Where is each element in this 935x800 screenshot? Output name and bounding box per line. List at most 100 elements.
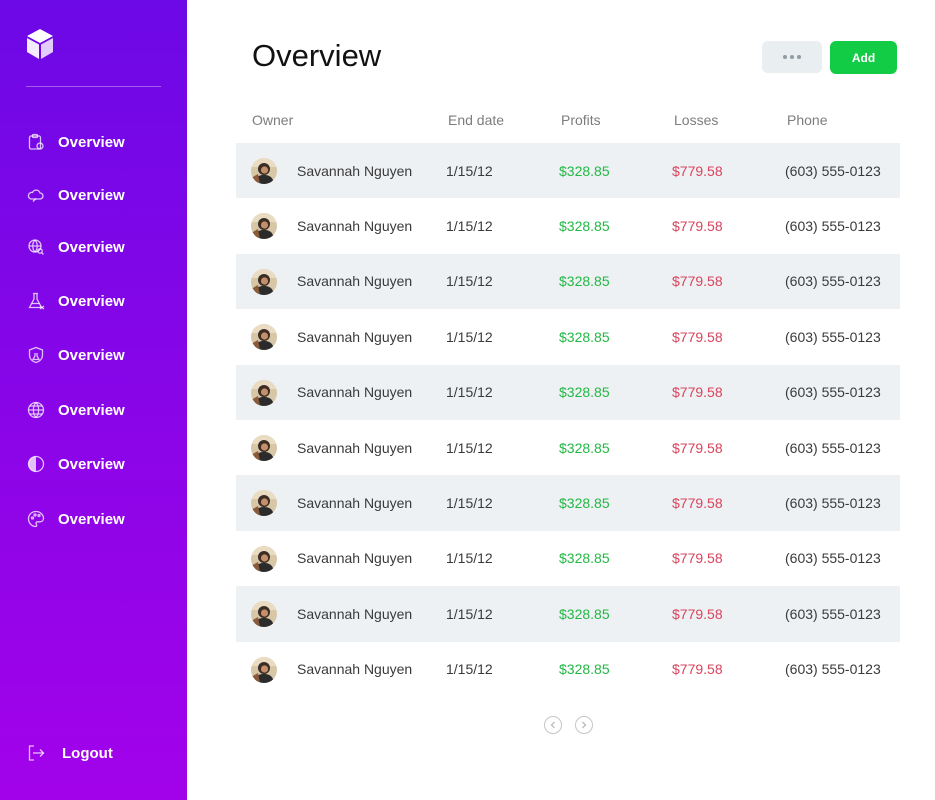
sidebar-item-label: Overview: [58, 292, 125, 310]
owner-name: Savannah Nguyen: [297, 661, 413, 678]
owner-name: Savannah Nguyen: [297, 328, 413, 345]
profit-value: $328.85: [559, 495, 610, 512]
sidebar-item-overview-2[interactable]: Overview: [26, 183, 125, 207]
owner-name: Savannah Nguyen: [297, 605, 413, 622]
sidebar-item-label: Overview: [58, 346, 125, 364]
profit-value: $328.85: [559, 218, 610, 235]
end-date: 1/15/12: [446, 550, 493, 567]
end-date: 1/15/12: [446, 328, 493, 345]
loss-value: $779.58: [672, 328, 723, 345]
cloud-icon: [26, 185, 46, 205]
table-row[interactable]: Savannah Nguyen 1/15/12 $328.85 $779.58 (603…: [236, 198, 900, 253]
avatar: [251, 601, 277, 628]
loss-value: $779.58: [672, 495, 723, 512]
clipboard-icon: [26, 132, 46, 152]
end-date: 1/15/12: [446, 162, 493, 179]
logout-button[interactable]: Logout: [26, 741, 113, 765]
shield-flask-icon: [26, 345, 46, 365]
sidebar-item-overview-3[interactable]: Overview: [26, 235, 125, 259]
sidebar-item-label: Overview: [58, 186, 125, 204]
page-title: Overview: [252, 38, 382, 73]
avatar: [251, 213, 277, 240]
sidebar-item-label: Overview: [58, 510, 125, 528]
chevron-left-icon[interactable]: [544, 716, 562, 734]
avatar: [251, 379, 277, 406]
profit-value: $328.85: [559, 273, 610, 290]
column-header-phone[interactable]: Phone: [787, 112, 828, 128]
profit-value: $328.85: [559, 162, 610, 179]
table-header: Owner End date Profits Losses Phone: [236, 110, 900, 132]
flask-icon: [26, 291, 46, 311]
column-header-losses[interactable]: Losses: [674, 112, 719, 128]
table-row[interactable]: Savannah Nguyen 1/15/12 $328.85 $779.58 (603…: [236, 475, 900, 531]
profit-value: $328.85: [559, 384, 610, 401]
phone-number: (603) 555-0123: [785, 605, 881, 622]
loss-value: $779.58: [672, 384, 723, 401]
end-date: 1/15/12: [446, 273, 493, 290]
profit-value: $328.85: [559, 661, 610, 678]
phone-number: (603) 555-0123: [785, 439, 881, 456]
end-date: 1/15/12: [446, 605, 493, 622]
loss-value: $779.58: [672, 439, 723, 456]
table-row[interactable]: Savannah Nguyen 1/15/12 $328.85 $779.58 (603…: [236, 420, 900, 475]
owner-name: Savannah Nguyen: [297, 218, 413, 235]
owner-name: Savannah Nguyen: [297, 384, 413, 401]
owner-name: Savannah Nguyen: [297, 273, 413, 290]
logout-label: Logout: [62, 744, 113, 762]
sidebar-item-label: Overview: [58, 133, 125, 151]
phone-number: (603) 555-0123: [785, 661, 881, 678]
table-row[interactable]: Savannah Nguyen 1/15/12 $328.85 $779.58 (603…: [236, 309, 900, 364]
add-button[interactable]: Add: [830, 41, 897, 74]
more-options-button[interactable]: [762, 41, 822, 73]
palette-icon: [26, 509, 46, 529]
owner-name: Savannah Nguyen: [297, 550, 413, 567]
sidebar-item-overview-1[interactable]: Overview: [26, 130, 125, 154]
globe-icon: [26, 400, 46, 420]
avatar: [251, 490, 277, 517]
table-row[interactable]: Savannah Nguyen 1/15/12 $328.85 $779.58 (603…: [236, 531, 900, 586]
sidebar: Overview Overview Overview Overview Over…: [0, 0, 187, 800]
loss-value: $779.58: [672, 273, 723, 290]
avatar: [251, 324, 277, 351]
loss-value: $779.58: [672, 661, 723, 678]
avatar: [251, 545, 277, 572]
sidebar-item-overview-4[interactable]: Overview: [26, 289, 125, 313]
end-date: 1/15/12: [446, 218, 493, 235]
owner-name: Savannah Nguyen: [297, 162, 413, 179]
sidebar-item-label: Overview: [58, 455, 125, 473]
column-header-profits[interactable]: Profits: [561, 112, 601, 128]
loss-value: $779.58: [672, 218, 723, 235]
table-row[interactable]: Savannah Nguyen 1/15/12 $328.85 $779.58 (603…: [236, 364, 900, 420]
profit-value: $328.85: [559, 605, 610, 622]
sidebar-item-overview-8[interactable]: Overview: [26, 507, 125, 531]
owner-name: Savannah Nguyen: [297, 495, 413, 512]
column-header-owner[interactable]: Owner: [252, 112, 294, 128]
chevron-right-icon[interactable]: [575, 716, 593, 734]
column-header-end-date[interactable]: End date: [448, 112, 505, 128]
globe-search-icon: [26, 237, 46, 257]
cube-icon[interactable]: [26, 28, 54, 60]
profit-value: $328.85: [559, 328, 610, 345]
table-row[interactable]: Savannah Nguyen 1/15/12 $328.85 $779.58 (603…: [236, 586, 900, 642]
loss-value: $779.58: [672, 162, 723, 179]
more-dots-icon: [782, 55, 803, 59]
phone-number: (603) 555-0123: [785, 162, 881, 179]
sidebar-item-overview-7[interactable]: Overview: [26, 452, 125, 476]
table-row[interactable]: Savannah Nguyen 1/15/12 $328.85 $779.58 (603…: [236, 642, 900, 697]
profit-value: $328.85: [559, 550, 610, 567]
owner-name: Savannah Nguyen: [297, 439, 413, 456]
sidebar-item-overview-6[interactable]: Overview: [26, 398, 125, 422]
end-date: 1/15/12: [446, 495, 493, 512]
pagination: [544, 716, 606, 734]
sidebar-item-overview-5[interactable]: Overview: [26, 343, 125, 367]
loss-value: $779.58: [672, 550, 723, 567]
end-date: 1/15/12: [446, 661, 493, 678]
avatar: [251, 656, 277, 683]
table-row[interactable]: Savannah Nguyen 1/15/12 $328.85 $779.58 (603…: [236, 143, 900, 199]
phone-number: (603) 555-0123: [785, 495, 881, 512]
end-date: 1/15/12: [446, 439, 493, 456]
phone-number: (603) 555-0123: [785, 218, 881, 235]
table-row[interactable]: Savannah Nguyen 1/15/12 $328.85 $779.58 (603…: [236, 253, 900, 310]
avatar: [251, 158, 277, 184]
logout-icon: [26, 743, 46, 763]
